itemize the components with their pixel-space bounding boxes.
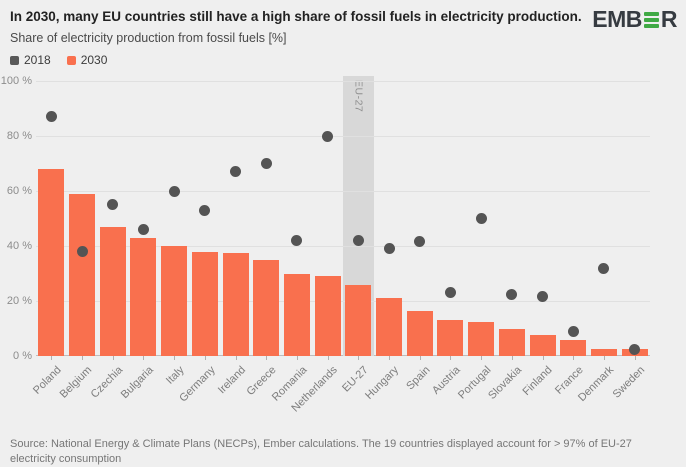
dot-2018: [598, 262, 610, 274]
x-axis-tick: [82, 356, 84, 360]
bar-2030: [590, 349, 617, 356]
x-axis-tick-label: Slovakia: [486, 364, 525, 402]
dot-2018: [352, 235, 364, 246]
x-axis-tick-label: Belgium: [57, 364, 95, 401]
dot-2018: [45, 111, 57, 123]
x-axis-tick: [511, 356, 513, 360]
legend-item-2030: 2030: [66, 53, 108, 67]
dot-2018: [230, 166, 242, 178]
x-axis-tick: [542, 356, 544, 360]
y-axis-tick-label: 40 %: [6, 239, 32, 252]
chart-subtitle: Share of electricity production from fos…: [10, 31, 287, 45]
bar-2030: [253, 259, 280, 356]
x-axis-tick: [603, 356, 605, 360]
x-axis-tick: [174, 356, 176, 360]
ember-logo-text-right: R: [660, 6, 678, 32]
x-axis-tick: [573, 356, 575, 360]
ember-logo-text-left: EMB: [592, 6, 642, 32]
y-axis-tick-label: 0 %: [13, 349, 32, 362]
bar-2030: [560, 339, 587, 356]
dot-2018: [322, 130, 334, 142]
source-note: Source: National Energy & Climate Plans …: [10, 438, 632, 465]
dot-2018: [107, 199, 119, 211]
x-axis-tick-label: Spain: [403, 364, 433, 393]
bar-2030: [376, 298, 403, 356]
x-axis-tick: [235, 356, 237, 360]
gridline: [36, 81, 650, 82]
x-axis-tick: [327, 356, 329, 360]
x-axis-tick-label: Italy: [163, 364, 187, 387]
x-axis-tick: [112, 356, 114, 360]
legend-label: 2030: [80, 53, 108, 67]
x-axis-tick: [481, 356, 483, 360]
plot-area: EU-27 0 % 20 % 40 % 60 % 80 % 100 % Poland Belgi…: [1, 75, 650, 414]
bar-2030: [161, 246, 188, 356]
gridline: [36, 246, 650, 247]
bar-2030: [529, 335, 556, 356]
x-axis-tick-label: Hungary: [363, 364, 402, 402]
dot-2018: [567, 325, 579, 337]
bar-2030: [468, 321, 495, 356]
legend-item-2018: 2018: [10, 53, 51, 67]
y-axis-tick-label: 60 %: [6, 184, 32, 197]
x-axis-tick-label: Bulgaria: [118, 364, 156, 402]
dot-2018: [76, 246, 88, 257]
bar-2030: [283, 273, 310, 356]
x-axis-tick: [389, 356, 391, 360]
bar-2030: [345, 284, 372, 356]
x-axis-tick-label: Finland: [521, 364, 556, 398]
x-axis-tick: [51, 356, 53, 360]
x-axis-tick: [266, 356, 268, 360]
bar-2030: [222, 252, 249, 356]
legend-marker: [10, 55, 19, 65]
y-axis-tick-label: 100 %: [0, 74, 32, 87]
x-axis-tick-label: Czechia: [88, 364, 126, 401]
legend-label: 2018: [24, 53, 51, 67]
bar-2030: [38, 169, 65, 356]
bar-2030: [130, 237, 157, 356]
bar-2030: [69, 193, 96, 356]
dot-2018: [414, 236, 426, 248]
dot-2018: [383, 243, 395, 255]
x-axis-tick: [143, 356, 145, 360]
gridline: [36, 136, 650, 137]
x-axis-tick: [450, 356, 452, 360]
x-axis-tick: [358, 356, 360, 360]
dot-2018: [629, 344, 641, 356]
highlight-band-label: EU-27: [352, 80, 365, 113]
bar-2030: [406, 310, 433, 356]
ember-logo-e-icon: [643, 11, 659, 28]
dot-2018: [444, 287, 456, 299]
legend-marker: [66, 55, 76, 65]
chart-title: In 2030, many EU countries still have a …: [10, 9, 582, 24]
bar-2030: [99, 226, 126, 356]
dot-2018: [199, 204, 211, 216]
bar-2030: [314, 276, 341, 356]
dot-2018: [168, 185, 180, 197]
x-axis-tick: [634, 356, 636, 360]
legend: 2018 2030: [10, 53, 107, 67]
bar-2030: [437, 320, 464, 356]
dot-2018: [260, 158, 272, 169]
x-axis-tick: [296, 356, 298, 360]
bar-2030: [498, 328, 525, 356]
dot-2018: [475, 213, 487, 224]
ember-logo: EMB R: [592, 6, 677, 33]
dot-2018: [137, 224, 149, 235]
y-axis-tick-label: 80 %: [6, 129, 32, 142]
bar-2030: [191, 251, 218, 356]
dot-2018: [291, 235, 303, 246]
x-axis-tick-label: Sweden: [610, 364, 648, 401]
dot-2018: [537, 291, 549, 303]
x-axis-tick: [419, 356, 421, 360]
y-axis-tick-label: 20 %: [6, 294, 32, 307]
gridline: [36, 301, 650, 302]
dot-2018: [506, 288, 518, 300]
x-axis-tick-label: Ireland: [215, 364, 249, 397]
gridline: [36, 191, 650, 192]
x-axis-tick: [204, 356, 206, 360]
